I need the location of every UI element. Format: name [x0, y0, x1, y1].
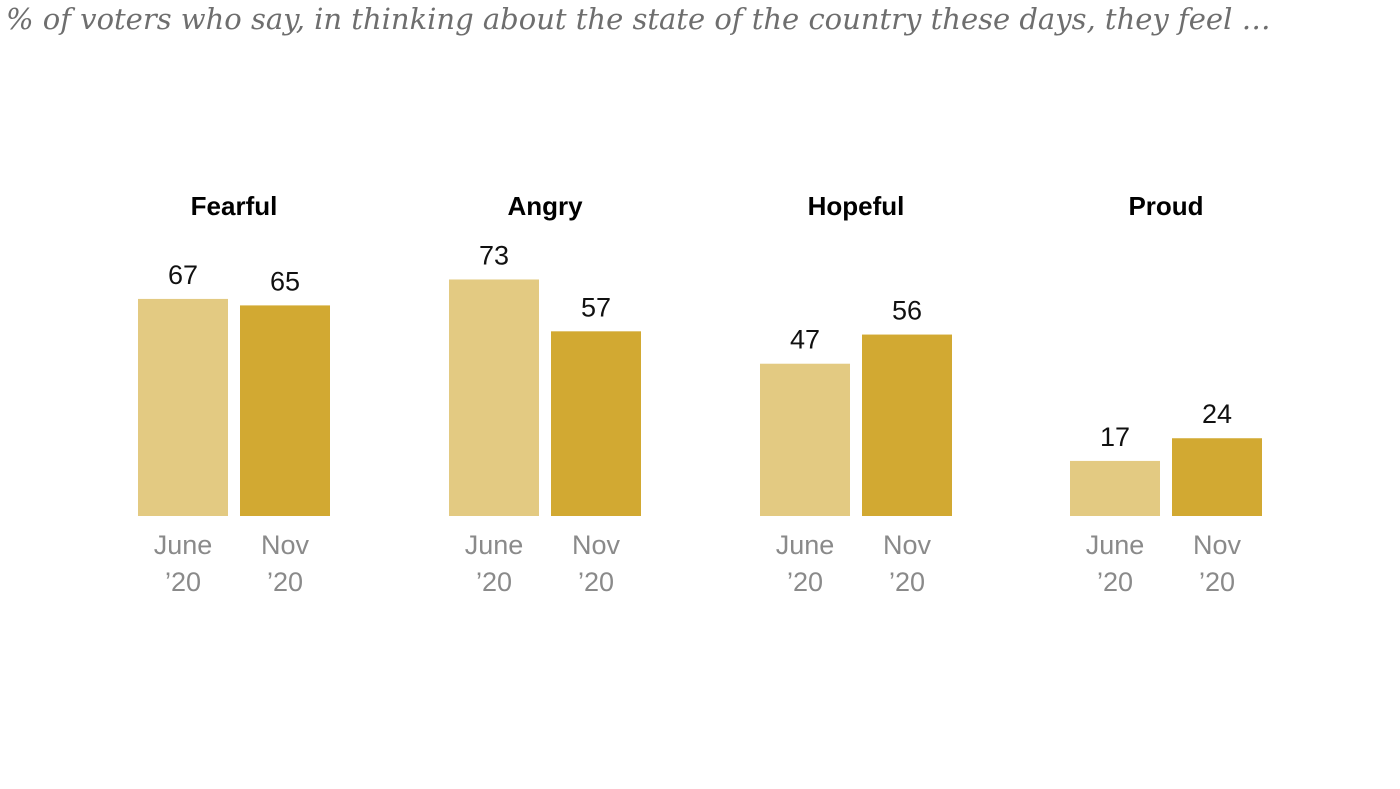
- bar-angry-nov: [551, 331, 641, 516]
- panel-angry: Angry 73 June ’20 57 Nov ’20: [449, 191, 641, 597]
- tick-label-hopeful-nov: Nov: [883, 530, 932, 560]
- bar-proud-nov: [1172, 438, 1262, 516]
- tick-label-angry-june: June: [465, 530, 524, 560]
- tick-label-year-angry-june: ’20: [476, 567, 512, 597]
- tick-label-fearful-june: June: [154, 530, 213, 560]
- panel-title-fearful: Fearful: [191, 191, 278, 221]
- bar-proud-june: [1070, 460, 1160, 516]
- panel-hopeful: Hopeful 47 June ’20 56 Nov ’20: [760, 191, 952, 597]
- tick-label-year-proud-nov: ’20: [1199, 567, 1235, 597]
- tick-label-proud-june: June: [1086, 530, 1145, 560]
- tick-label-year-hopeful-june: ’20: [787, 567, 823, 597]
- tick-label-year-hopeful-nov: ’20: [889, 567, 925, 597]
- tick-label-year-fearful-nov: ’20: [267, 567, 303, 597]
- panel-fearful: Fearful 67 June ’20 65 Nov ’20: [138, 191, 330, 597]
- bar-angry-june: [449, 279, 539, 516]
- bar-hopeful-nov: [862, 334, 952, 516]
- data-label-fearful-nov: 65: [270, 266, 300, 296]
- data-label-angry-nov: 57: [581, 292, 611, 322]
- data-label-proud-nov: 24: [1202, 399, 1232, 429]
- tick-label-year-angry-nov: ’20: [578, 567, 614, 597]
- panel-proud: Proud 17 June ’20 24 Nov ’20: [1070, 191, 1262, 597]
- bar-fearful-nov: [240, 305, 330, 516]
- tick-label-hopeful-june: June: [776, 530, 835, 560]
- panel-title-proud: Proud: [1128, 191, 1203, 221]
- data-label-angry-june: 73: [479, 240, 509, 270]
- tick-label-fearful-nov: Nov: [261, 530, 310, 560]
- tick-label-year-proud-june: ’20: [1097, 567, 1133, 597]
- data-label-fearful-june: 67: [168, 260, 198, 290]
- bar-hopeful-june: [760, 363, 850, 516]
- chart-subtitle: % of voters who say, in thinking about t…: [6, 2, 1271, 36]
- tick-label-year-fearful-june: ’20: [165, 567, 201, 597]
- tick-label-proud-nov: Nov: [1193, 530, 1242, 560]
- panel-title-hopeful: Hopeful: [808, 191, 905, 221]
- data-label-hopeful-june: 47: [790, 325, 820, 355]
- bar-fearful-june: [138, 298, 228, 516]
- panel-title-angry: Angry: [507, 191, 583, 221]
- data-label-hopeful-nov: 56: [892, 296, 922, 326]
- tick-label-angry-nov: Nov: [572, 530, 621, 560]
- data-label-proud-june: 17: [1100, 422, 1130, 452]
